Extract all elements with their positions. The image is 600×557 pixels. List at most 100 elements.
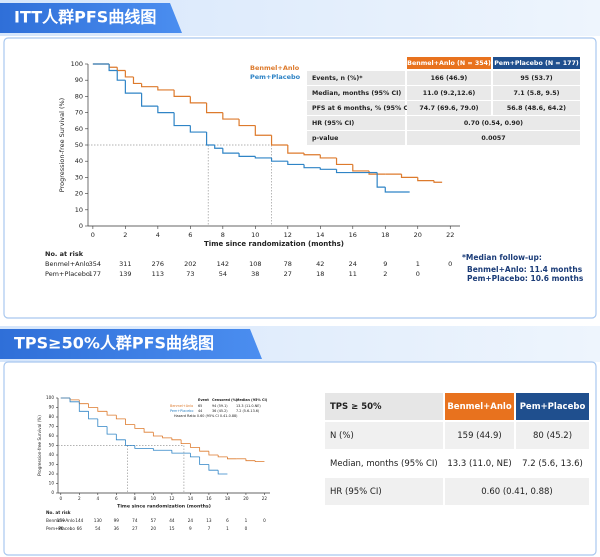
table-cell bbox=[325, 450, 443, 477]
x-tick-label: 0 bbox=[91, 231, 95, 239]
km-step bbox=[208, 464, 219, 471]
risk-title: No. at risk bbox=[45, 250, 84, 258]
x-tick-label: 12 bbox=[284, 231, 292, 239]
legend-cell: 44 bbox=[198, 409, 202, 413]
y-tick-label: 80 bbox=[49, 414, 55, 419]
km-step bbox=[245, 458, 256, 462]
table-cell bbox=[307, 71, 405, 85]
km-step bbox=[115, 434, 126, 441]
table-cell bbox=[307, 131, 405, 145]
km-step bbox=[384, 187, 410, 193]
km-step bbox=[335, 157, 353, 166]
km-step bbox=[143, 428, 154, 433]
y-tick-label: 30 bbox=[75, 173, 83, 181]
risk-name: Benmel+Anlo bbox=[46, 518, 75, 523]
legend-label: Benmel+Anlo bbox=[170, 404, 193, 408]
legend-header: Censored (%) bbox=[212, 398, 238, 402]
table-text: 0.70 (0.54, 0.90) bbox=[464, 120, 523, 127]
km-step bbox=[189, 125, 207, 133]
y-tick-label: 0 bbox=[51, 490, 54, 495]
km-step bbox=[97, 418, 108, 427]
risk-count: 11 bbox=[349, 270, 357, 278]
table-text: HR (95% CI) bbox=[330, 487, 382, 497]
km-step bbox=[227, 456, 237, 460]
km-step bbox=[152, 432, 163, 437]
y-tick-label: 70 bbox=[49, 424, 55, 429]
x-tick-label: 4 bbox=[156, 231, 160, 239]
y-tick-label: 90 bbox=[75, 76, 83, 84]
y-tick-label: 20 bbox=[49, 471, 55, 476]
risk-count: 108 bbox=[249, 260, 261, 268]
table-header: Pem+Placebo (N = 177) bbox=[494, 60, 579, 67]
risk-count: 113 bbox=[152, 270, 164, 278]
table-cell bbox=[445, 422, 514, 449]
km-step bbox=[433, 180, 443, 183]
table-text: 56.8 (48.6, 64.2) bbox=[507, 105, 566, 112]
x-tick-label: 18 bbox=[381, 231, 389, 239]
legend-cell: 13.3 (11.0-NE) bbox=[236, 404, 261, 408]
risk-count: 74 bbox=[132, 518, 138, 523]
legend-header: Event bbox=[198, 398, 209, 402]
risk-count: 6 bbox=[226, 518, 229, 523]
y-tick-label: 10 bbox=[49, 481, 55, 486]
km-step bbox=[189, 453, 200, 458]
table-cell bbox=[516, 422, 589, 449]
table-cell bbox=[407, 116, 580, 130]
km-step bbox=[222, 112, 240, 120]
risk-count: 36 bbox=[114, 526, 120, 531]
risk-count: 1 bbox=[226, 526, 229, 531]
y-tick-label: 40 bbox=[49, 452, 55, 457]
km-step bbox=[199, 456, 209, 465]
header-tab bbox=[0, 3, 182, 33]
km-step bbox=[180, 439, 191, 445]
table-text: 80 (45.2) bbox=[533, 431, 572, 441]
table-text: 95 (53.7) bbox=[520, 75, 552, 82]
x-tick-label: 8 bbox=[134, 496, 137, 501]
km-step bbox=[157, 86, 175, 91]
legend-cell: 7.2 (5.6-13.6) bbox=[236, 409, 260, 413]
km-step bbox=[270, 135, 288, 146]
risk-count: 20 bbox=[151, 526, 157, 531]
km-step bbox=[124, 80, 142, 94]
risk-count: 24 bbox=[349, 260, 357, 268]
x-tick-label: 2 bbox=[123, 231, 127, 239]
risk-name: Pem+Placebo bbox=[45, 270, 90, 278]
km-step bbox=[254, 460, 265, 463]
y-axis-label: Progression-free Survival (%) bbox=[58, 98, 66, 192]
risk-count: 0 bbox=[416, 270, 420, 278]
risk-count: 99 bbox=[114, 518, 120, 523]
table-cell bbox=[407, 86, 491, 100]
km-step bbox=[303, 153, 321, 156]
risk-count: 18 bbox=[316, 270, 324, 278]
risk-count: 311 bbox=[119, 260, 131, 268]
legend-footer: Hazard Ratio 0.60 (95% CI 0.41-0.88) bbox=[174, 414, 238, 418]
risk-count: 159 bbox=[57, 518, 65, 523]
header-cell bbox=[407, 57, 491, 69]
risk-count: 0 bbox=[448, 260, 452, 268]
table-text: 7.2 (5.6, 13.6) bbox=[522, 459, 583, 469]
km-step bbox=[141, 83, 158, 88]
km-step bbox=[400, 174, 418, 178]
risk-count: 354 bbox=[89, 260, 101, 268]
y-tick-label: 60 bbox=[75, 125, 83, 133]
x-tick-label: 16 bbox=[349, 231, 357, 239]
km-step bbox=[88, 411, 98, 420]
legend-cell: 94 (59.1) bbox=[212, 404, 228, 408]
x-tick-label: 20 bbox=[243, 496, 249, 501]
table-cell bbox=[307, 116, 405, 130]
y-tick-label: 60 bbox=[49, 433, 55, 438]
risk-name: Pem+Placebo bbox=[46, 526, 75, 531]
x-tick-label: 2 bbox=[78, 496, 81, 501]
table-cell bbox=[407, 131, 580, 145]
km-step bbox=[205, 132, 215, 146]
table-text: 7.1 (5.8, 9.5) bbox=[514, 90, 560, 97]
table-header: Pem+Placebo bbox=[520, 402, 586, 412]
risk-count: 27 bbox=[284, 270, 292, 278]
x-tick-label: 0 bbox=[59, 496, 62, 501]
risk-count: 38 bbox=[251, 270, 259, 278]
risk-count: 54 bbox=[95, 526, 101, 531]
risk-count: 1 bbox=[416, 260, 420, 268]
km-step bbox=[319, 154, 337, 159]
